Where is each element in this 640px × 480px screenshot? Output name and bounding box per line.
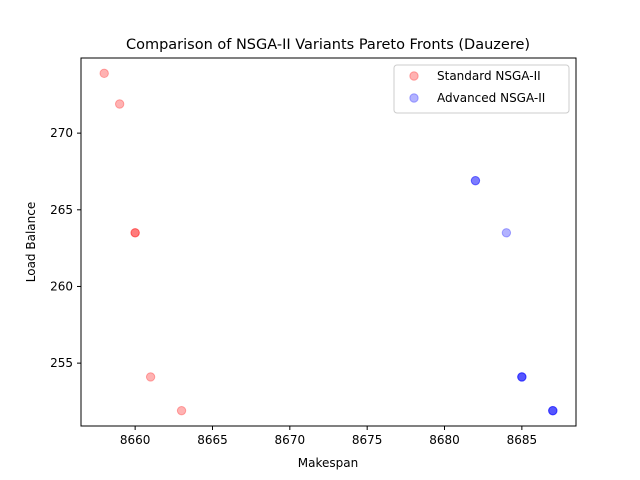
data-point-series-1-6 — [176, 405, 187, 416]
data-point-series-2-4 — [517, 372, 527, 382]
data-point-series-2-8 — [548, 405, 558, 416]
data-point-series-1-4 — [130, 228, 140, 238]
data-point-series-1-2 — [114, 99, 125, 109]
data-point-series-2-5 — [517, 372, 527, 382]
data-point-series-2-2 — [470, 175, 481, 186]
y-axis-ticks: 255 260 265 270 — [50, 126, 81, 370]
y-tick-label-265: 265 — [50, 203, 73, 217]
x-tick-label-8680: 8680 — [429, 433, 460, 447]
data-point-series-2-9 — [548, 405, 558, 416]
legend-label-2: Advanced NSGA-II — [437, 91, 545, 105]
data-point-series-1-5 — [145, 372, 156, 382]
x-axis-label: Makespan — [298, 456, 358, 470]
data-point-series-2-3 — [501, 228, 512, 238]
x-tick-label-8670: 8670 — [275, 433, 306, 447]
data-point-series-2-7 — [548, 405, 558, 416]
y-axis-label: Load Balance — [24, 202, 38, 282]
legend-label-1: Standard NSGA-II — [437, 69, 541, 83]
x-axis-ticks: 8660 8665 8670 8675 8680 8685 — [120, 426, 537, 447]
x-tick-label-8665: 8665 — [197, 433, 228, 447]
x-tick-label-8675: 8675 — [352, 433, 383, 447]
chart-title: Comparison of NSGA-II Variants Pareto Fr… — [126, 37, 530, 53]
x-tick-label-8685: 8685 — [507, 433, 538, 447]
x-tick-label-8660: 8660 — [120, 433, 151, 447]
data-point-series-2-1 — [470, 175, 481, 186]
legend-box — [393, 64, 570, 114]
legend-marker-1 — [409, 71, 419, 81]
legend-marker-2 — [409, 93, 419, 103]
y-tick-label-255: 255 — [50, 356, 73, 370]
legend: Standard NSGA-II Advanced NSGA-II — [393, 64, 570, 114]
data-point-series-1-3 — [130, 228, 140, 238]
y-tick-label-260: 260 — [50, 279, 73, 293]
plot-frame — [80, 57, 577, 427]
data-point-series-2-6 — [517, 372, 527, 382]
data-point-series-1-1 — [99, 68, 109, 79]
plot-layer — [99, 68, 558, 416]
y-tick-label-270: 270 — [50, 126, 73, 140]
